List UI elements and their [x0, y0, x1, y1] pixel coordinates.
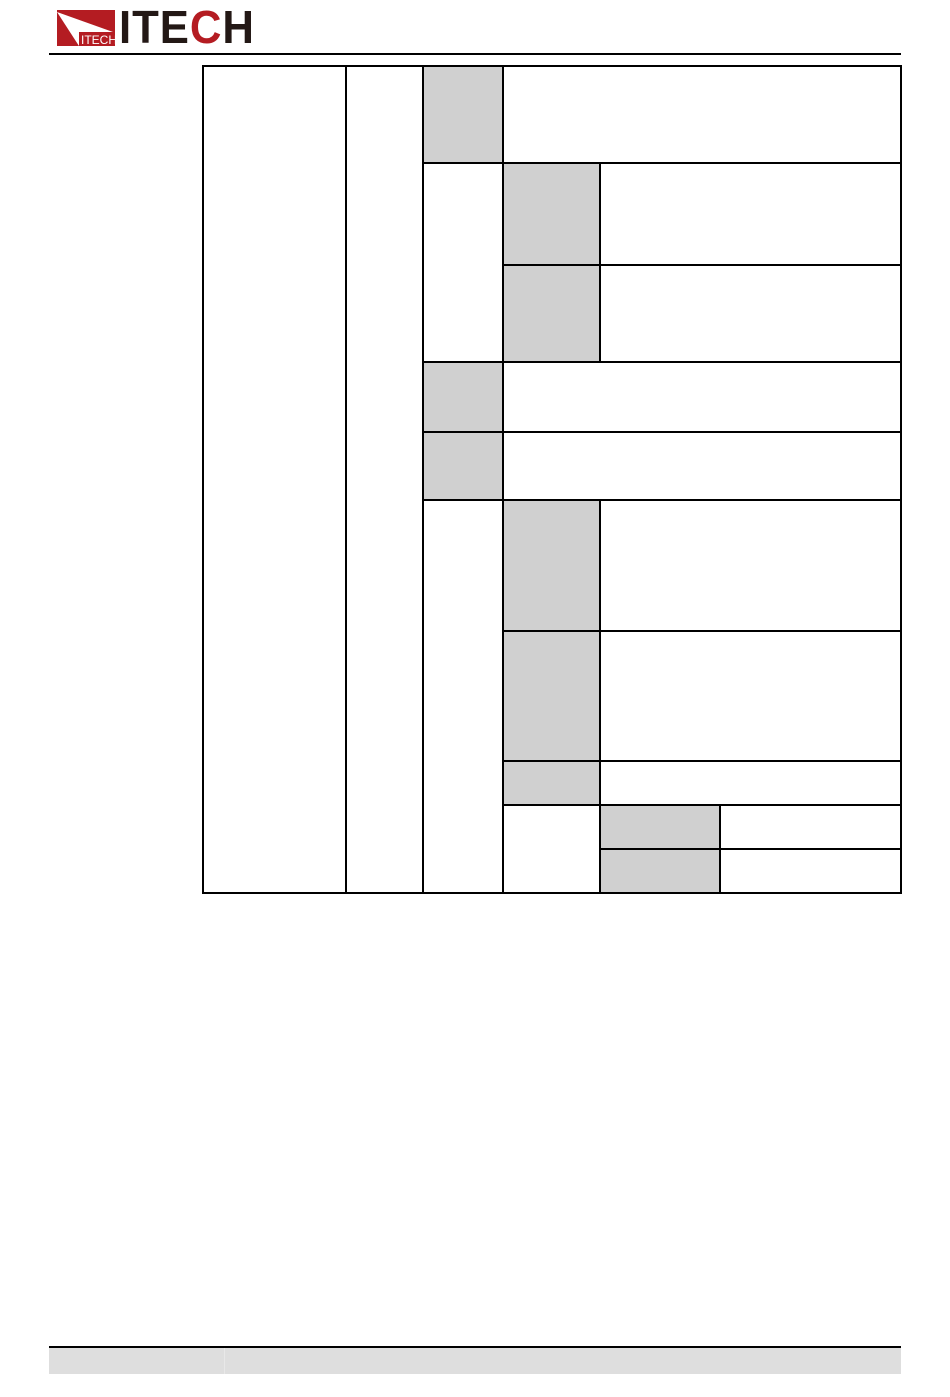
footer-band — [49, 1348, 901, 1374]
table-cell — [502, 162, 601, 266]
table-cell — [599, 848, 721, 894]
table-cell — [502, 760, 601, 806]
table-cell — [599, 499, 902, 632]
table-cell — [422, 65, 504, 164]
table-cell — [422, 499, 504, 894]
table-cell — [422, 162, 504, 363]
table-cell — [202, 65, 347, 894]
table-cell — [599, 162, 902, 266]
table-cell — [599, 264, 902, 363]
table-cell — [422, 361, 504, 433]
table-cell — [345, 65, 424, 894]
table-cell — [502, 264, 601, 363]
logo-wordmark: ITECH — [119, 1, 255, 53]
table-cell — [502, 431, 902, 501]
table-cell — [502, 499, 601, 632]
table-cell — [502, 65, 902, 164]
svg-text:ITECH: ITECH — [81, 33, 115, 46]
logo-mark-icon: ITECH — [57, 9, 115, 46]
logo: ITECH ITECH — [57, 1, 262, 53]
table-cell — [502, 361, 902, 433]
table-cell — [599, 804, 721, 850]
header-rule — [49, 53, 901, 55]
table-cell — [599, 760, 902, 806]
table-cell — [502, 630, 601, 762]
table-cell — [719, 804, 902, 850]
table-cell — [422, 431, 504, 501]
footer-divider — [224, 1348, 225, 1374]
footer-rule — [49, 1346, 901, 1348]
table-cell — [599, 630, 902, 762]
table-cell — [502, 804, 601, 894]
table-cell — [719, 848, 902, 894]
